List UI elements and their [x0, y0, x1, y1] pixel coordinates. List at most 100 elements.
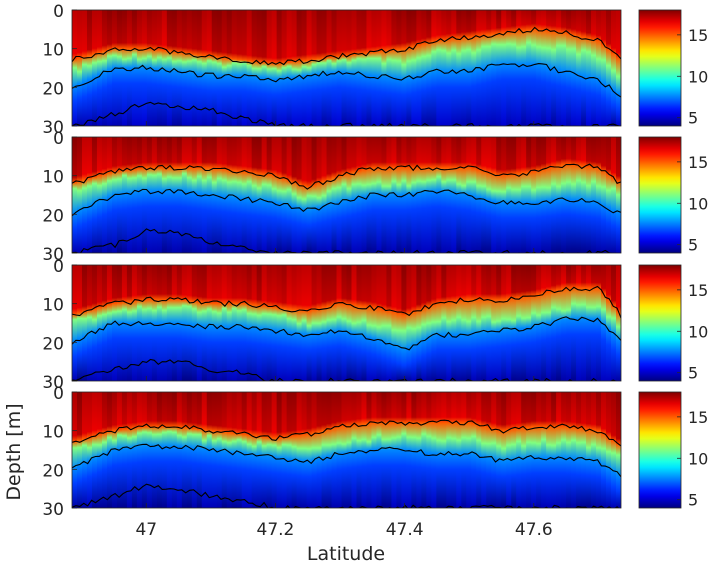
x-tick-label: 47.6	[515, 520, 553, 540]
contour-upper-line	[72, 163, 621, 190]
contour-lower-line	[72, 443, 621, 478]
colorbar-3: 5 10 15	[638, 264, 708, 383]
heatmap-column	[286, 392, 293, 508]
heatmap-column	[166, 392, 173, 508]
heatmap-column	[371, 10, 378, 126]
heatmap-column	[511, 10, 517, 126]
heatmap-column	[221, 137, 228, 253]
heatmap-column	[536, 10, 542, 126]
heatmap-column	[501, 10, 507, 126]
heatmap-column	[601, 392, 607, 508]
colorbar-tick-label: 15	[688, 153, 708, 172]
heatmap-column	[541, 10, 547, 126]
colorbar-gradient	[638, 9, 682, 127]
heatmap-column	[356, 10, 363, 126]
heatmap-column	[581, 10, 587, 126]
heatmap-column	[81, 265, 88, 381]
heatmap-column	[606, 265, 612, 381]
heatmap-column	[201, 10, 208, 126]
heatmap-column	[316, 137, 323, 253]
heatmap-column	[526, 10, 532, 126]
heatmap-column	[331, 10, 338, 126]
heatmap-column	[496, 392, 502, 508]
heatmap-column	[416, 137, 422, 253]
heatmap-column	[161, 10, 168, 126]
heatmap-column	[601, 10, 607, 126]
heatmap-column	[151, 265, 158, 381]
heatmap-column	[96, 392, 103, 508]
heatmap-column	[121, 137, 128, 253]
heatmap-column	[296, 265, 303, 381]
heatmap-column	[391, 392, 398, 508]
colorbar-tick-label: 15	[688, 408, 708, 427]
heatmap-column	[76, 137, 83, 253]
y-tick-label: 30	[42, 373, 64, 393]
heatmap-column	[466, 392, 472, 508]
contour-lower-line	[72, 316, 621, 351]
heatmap-column	[601, 265, 607, 381]
heatmap-column	[481, 137, 487, 253]
heatmap-column	[521, 10, 527, 126]
heatmap-column	[436, 137, 442, 253]
heatmap-column	[611, 265, 617, 381]
heatmap-column	[236, 10, 243, 126]
heatmap-column	[76, 265, 83, 381]
heatmap-column	[376, 10, 383, 126]
heatmap-column	[186, 137, 193, 253]
heatmap-column	[596, 265, 602, 381]
heatmap-column	[236, 265, 243, 381]
heatmap-column	[151, 137, 158, 253]
heatmap-column	[72, 265, 78, 381]
colorbar-gradient	[638, 391, 682, 509]
heatmap-column	[351, 265, 358, 381]
heatmap-column	[196, 392, 203, 508]
heatmap-column	[396, 137, 402, 253]
heatmap-column	[611, 137, 617, 253]
heatmap-column	[556, 137, 562, 253]
heatmap-column	[351, 10, 358, 126]
heatmap-column	[461, 137, 467, 253]
colorbar-tick-label: 5	[688, 491, 698, 510]
heatmap-column	[561, 137, 567, 253]
heatmap-column	[91, 10, 98, 126]
contour-upper-line	[72, 419, 621, 447]
heatmap-column	[556, 10, 562, 126]
heatmap-column	[561, 10, 567, 126]
heatmap-column	[426, 265, 432, 381]
heatmap-column	[591, 265, 597, 381]
heatmap-column	[586, 392, 592, 508]
heatmap-column	[446, 137, 452, 253]
heatmap-column	[501, 265, 507, 381]
heatmap-column	[336, 265, 343, 381]
heatmap-column	[336, 392, 343, 508]
heatmap-column	[301, 10, 308, 126]
heatmap-column	[366, 10, 373, 126]
panel-4: 0 10 20 30 5 10 15	[42, 384, 708, 520]
heatmap-column	[351, 137, 358, 253]
heatmap-column	[451, 10, 457, 126]
heatmap-column	[221, 10, 228, 126]
heatmap-column	[371, 137, 378, 253]
heatmap-column	[106, 265, 113, 381]
heatmap-column	[236, 392, 243, 508]
heatmap-column	[341, 137, 348, 253]
y-tick-label: 0	[53, 257, 64, 277]
heatmap-column	[481, 10, 487, 126]
heatmap-column	[566, 265, 572, 381]
heatmap-column	[461, 265, 467, 381]
heatmap-column	[386, 265, 393, 381]
heatmap-column	[421, 137, 427, 253]
heatmap-column	[566, 392, 572, 508]
heatmap-column	[606, 392, 612, 508]
heatmap-column	[261, 392, 268, 508]
heatmap-column	[101, 392, 108, 508]
heatmap-column	[616, 137, 621, 253]
heatmap-column	[301, 265, 308, 381]
heatmap-column	[456, 10, 462, 126]
heatmap-column	[421, 10, 427, 126]
heatmap-column	[431, 265, 437, 381]
heatmap-column	[91, 265, 98, 381]
heatmap-column	[576, 10, 582, 126]
heatmap-column	[176, 265, 183, 381]
heatmap-column	[116, 137, 123, 253]
